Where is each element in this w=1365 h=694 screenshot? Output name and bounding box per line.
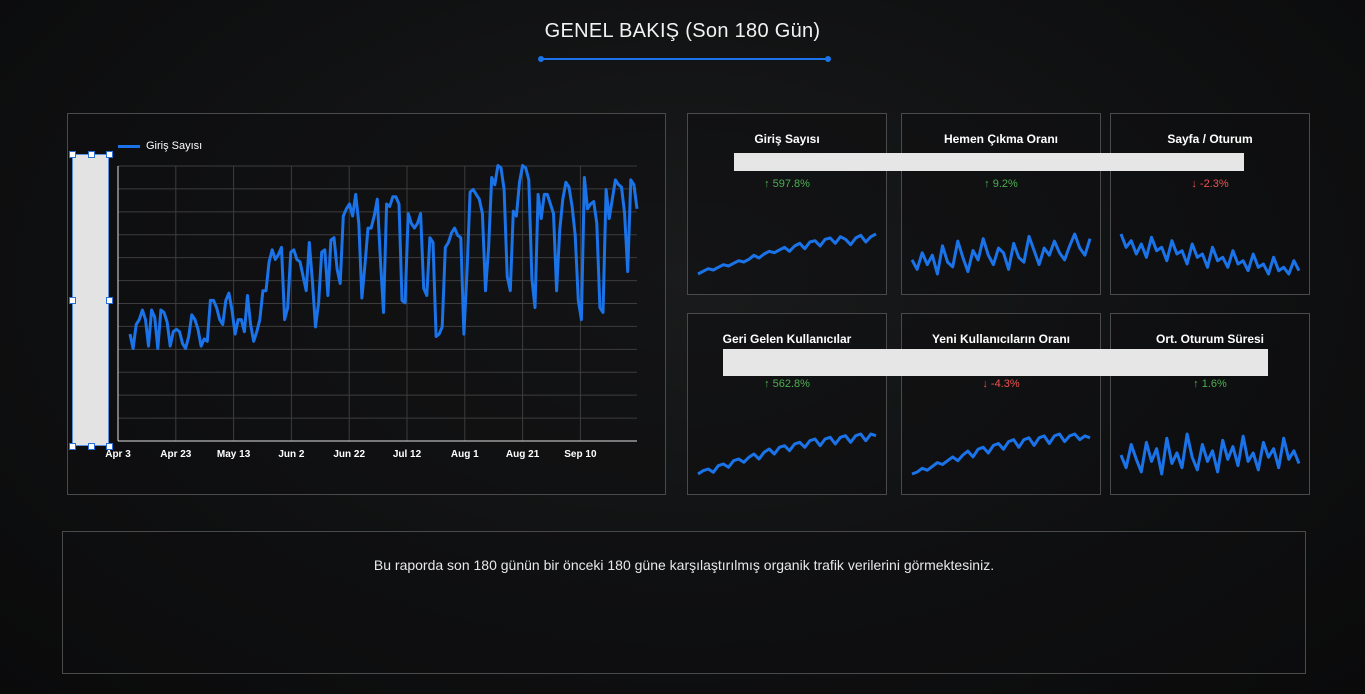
scorecard-sparkline bbox=[697, 432, 877, 476]
redacted-value-bar bbox=[734, 153, 1244, 171]
scorecard-label: Yeni Kullanıcıların Oranı bbox=[931, 332, 1071, 346]
scorecard-label: Geri Gelen Kullanıcılar bbox=[722, 332, 852, 346]
x-tick-label: Apr 23 bbox=[160, 449, 192, 460]
scorecard-returning-users[interactable]: Geri Gelen Kullanıcılar ↑ 562.8% bbox=[687, 313, 887, 495]
report-description-box[interactable]: Bu raporda son 180 günün bir önceki 180 … bbox=[62, 531, 1306, 674]
scorecard-label: Hemen Çıkma Oranı bbox=[943, 132, 1059, 146]
scorecard-sessions[interactable]: Giriş Sayısı ↑ 597.8% bbox=[687, 113, 887, 295]
resize-handle[interactable] bbox=[88, 443, 95, 450]
line-chart-svg: Apr 3 Apr 23 May 13 Jun 2 Jun 22 Jul 12 Aug 1 A… bbox=[105, 164, 639, 460]
scorecard-delta: ↑ 562.8% bbox=[764, 378, 810, 390]
resize-handle[interactable] bbox=[88, 151, 95, 158]
scorecard-delta: ↑ 597.8% bbox=[764, 178, 810, 190]
scorecard-pages-per-session[interactable]: Sayfa / Oturum ↓ -2.3% bbox=[1110, 113, 1310, 295]
legend-swatch bbox=[118, 144, 140, 148]
legend-label: Giriş Sayısı bbox=[146, 140, 203, 152]
series-line-giris-sayisi bbox=[128, 164, 639, 350]
report-description: Bu raporda son 180 günün bir önceki 180 … bbox=[373, 557, 995, 573]
resize-handle[interactable] bbox=[69, 151, 76, 158]
x-tick-label: Aug 21 bbox=[506, 449, 540, 460]
x-tick-label: Jun 2 bbox=[278, 449, 305, 460]
scorecard-label: Ort. Oturum Süresi bbox=[1155, 332, 1265, 346]
resize-handle[interactable] bbox=[106, 297, 113, 304]
scorecard-sparkline bbox=[910, 232, 1092, 276]
resize-handle[interactable] bbox=[106, 151, 113, 158]
scorecard-sparkline bbox=[911, 432, 1091, 476]
x-tick-label: Aug 1 bbox=[451, 449, 479, 460]
sparkline-path bbox=[911, 432, 1091, 476]
scorecard-label: Giriş Sayısı bbox=[754, 132, 820, 146]
resize-handle[interactable] bbox=[69, 443, 76, 450]
scorecard-bounce-rate[interactable]: Hemen Çıkma Oranı ↑ 9.2% bbox=[901, 113, 1101, 295]
selected-component[interactable] bbox=[72, 154, 109, 446]
sparkline-path bbox=[697, 432, 877, 476]
sparkline-path bbox=[1119, 432, 1301, 476]
scorecard-new-users-rate[interactable]: Yeni Kullanıcıların Oranı ↓ -4.3% bbox=[901, 313, 1101, 495]
x-tick-label: Jul 12 bbox=[393, 449, 422, 460]
title-underline bbox=[538, 56, 831, 62]
sparkline-path bbox=[910, 232, 1092, 276]
sessions-line-chart[interactable]: Giriş Sayısı Apr 3 Apr 23 May 13 Jun 2 Jun 2… bbox=[67, 113, 666, 495]
scorecard-delta: ↑ 1.6% bbox=[1193, 378, 1227, 390]
scorecard-delta: ↓ -4.3% bbox=[982, 378, 1020, 390]
x-tick-label: Sep 10 bbox=[564, 449, 597, 460]
resize-handle[interactable] bbox=[69, 297, 76, 304]
scorecard-delta: ↑ 9.2% bbox=[984, 178, 1018, 190]
redacted-value-bar bbox=[723, 349, 1268, 376]
scorecard-sparkline bbox=[697, 232, 877, 276]
sparkline-path bbox=[697, 232, 877, 276]
scorecard-delta: ↓ -2.3% bbox=[1191, 178, 1229, 190]
resize-handle[interactable] bbox=[106, 443, 113, 450]
scorecard-sparkline bbox=[1119, 233, 1301, 276]
sparkline-path bbox=[1119, 233, 1301, 276]
scorecard-label: Sayfa / Oturum bbox=[1167, 132, 1253, 146]
chart-legend: Giriş Sayısı bbox=[118, 140, 202, 152]
x-tick-label: Apr 3 bbox=[105, 449, 131, 460]
scorecard-avg-session-duration[interactable]: Ort. Oturum Süresi ↑ 1.6% bbox=[1110, 313, 1310, 495]
x-tick-label: May 13 bbox=[217, 449, 251, 460]
scorecard-sparkline bbox=[1119, 432, 1301, 476]
page-title: GENEL BAKIŞ (Son 180 Gün) bbox=[544, 20, 821, 42]
x-tick-label: Jun 22 bbox=[333, 449, 365, 460]
